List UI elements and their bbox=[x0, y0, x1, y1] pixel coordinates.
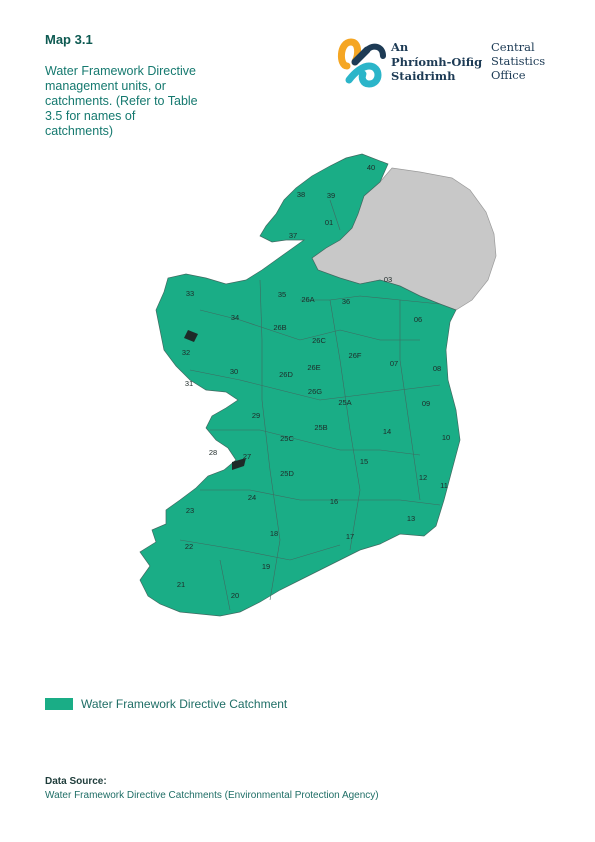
catchment-label: 14 bbox=[383, 427, 391, 436]
catchment-label: 26F bbox=[349, 351, 362, 360]
catchment-label: 35 bbox=[278, 290, 286, 299]
catchment-label: 20 bbox=[231, 591, 239, 600]
catchment-label: 31 bbox=[185, 379, 193, 388]
logo-text-english: Central Statistics Office bbox=[491, 40, 546, 82]
map-legend: Water Framework Directive Catchment bbox=[45, 697, 287, 711]
catchment-label: 03 bbox=[384, 275, 392, 284]
map-description: Water Framework Directive management uni… bbox=[45, 64, 198, 138]
lake-mark-west bbox=[184, 330, 198, 342]
catchment-label: 09 bbox=[422, 399, 430, 408]
map-title: Map 3.1 bbox=[45, 32, 93, 47]
catchment-label: 36 bbox=[342, 297, 350, 306]
catchment-label: 27 bbox=[243, 452, 251, 461]
data-source-text: Water Framework Directive Catchments (En… bbox=[45, 790, 379, 801]
catchment-boundaries bbox=[179, 199, 441, 611]
catchment-label: 25A bbox=[338, 398, 351, 407]
catchment-label: 40 bbox=[367, 163, 375, 172]
data-source-title: Data Source: bbox=[45, 776, 107, 787]
catchment-label: 11 bbox=[440, 481, 448, 490]
catchment-label: 13 bbox=[407, 514, 415, 523]
catchment-label: 25C bbox=[280, 434, 294, 443]
catchment-label: 30 bbox=[230, 367, 238, 376]
catchment-label: 19 bbox=[262, 562, 270, 571]
catchment-label: 08 bbox=[433, 364, 441, 373]
catchment-label: 38 bbox=[297, 190, 305, 199]
catchment-label: 24 bbox=[248, 493, 256, 502]
catchment-label: 07 bbox=[390, 359, 398, 368]
catchment-label: 25D bbox=[280, 469, 294, 478]
catchment-label: 26D bbox=[279, 370, 293, 379]
catchment-label: 21 bbox=[177, 580, 185, 589]
catchment-label: 18 bbox=[270, 529, 278, 538]
catchment-label: 12 bbox=[419, 473, 427, 482]
lake-mark-shannon bbox=[232, 458, 246, 470]
catchment-labels: 40 38 39 01 37 03 33 35 26A 36 34 06 26B… bbox=[177, 163, 450, 600]
logo-text-irish: An Phríomh-Oifig Staidrimh bbox=[391, 40, 483, 83]
catchment-label: 26E bbox=[307, 363, 320, 372]
catchment-label: 16 bbox=[330, 497, 338, 506]
catchment-label: 17 bbox=[346, 532, 354, 541]
catchment-label: 39 bbox=[327, 191, 335, 200]
republic-of-ireland-region bbox=[139, 153, 461, 617]
catchment-label: 29 bbox=[252, 411, 260, 420]
catchment-label: 26C bbox=[312, 336, 326, 345]
legend-swatch bbox=[45, 698, 73, 710]
catchment-label: 10 bbox=[442, 433, 450, 442]
catchment-label: 22 bbox=[185, 542, 193, 551]
catchment-label: 34 bbox=[231, 313, 239, 322]
catchment-label: 26G bbox=[308, 387, 322, 396]
catchment-label: 15 bbox=[360, 457, 368, 466]
catchment-label: 23 bbox=[186, 506, 194, 515]
catchment-label: 06 bbox=[414, 315, 422, 324]
legend-label: Water Framework Directive Catchment bbox=[81, 697, 288, 711]
catchment-label: 01 bbox=[325, 218, 333, 227]
catchment-label: 28 bbox=[209, 448, 217, 457]
catchment-label: 26A bbox=[301, 295, 314, 304]
catchment-label: 25B bbox=[314, 423, 327, 432]
cso-logo: An Phríomh-Oifig Staidrimh Central Stati… bbox=[337, 36, 567, 88]
catchment-label: 37 bbox=[289, 231, 297, 240]
catchment-label: 33 bbox=[186, 289, 194, 298]
catchment-label: 32 bbox=[182, 348, 190, 357]
cso-logo-icon bbox=[338, 38, 386, 88]
catchment-label: 26B bbox=[273, 323, 286, 332]
